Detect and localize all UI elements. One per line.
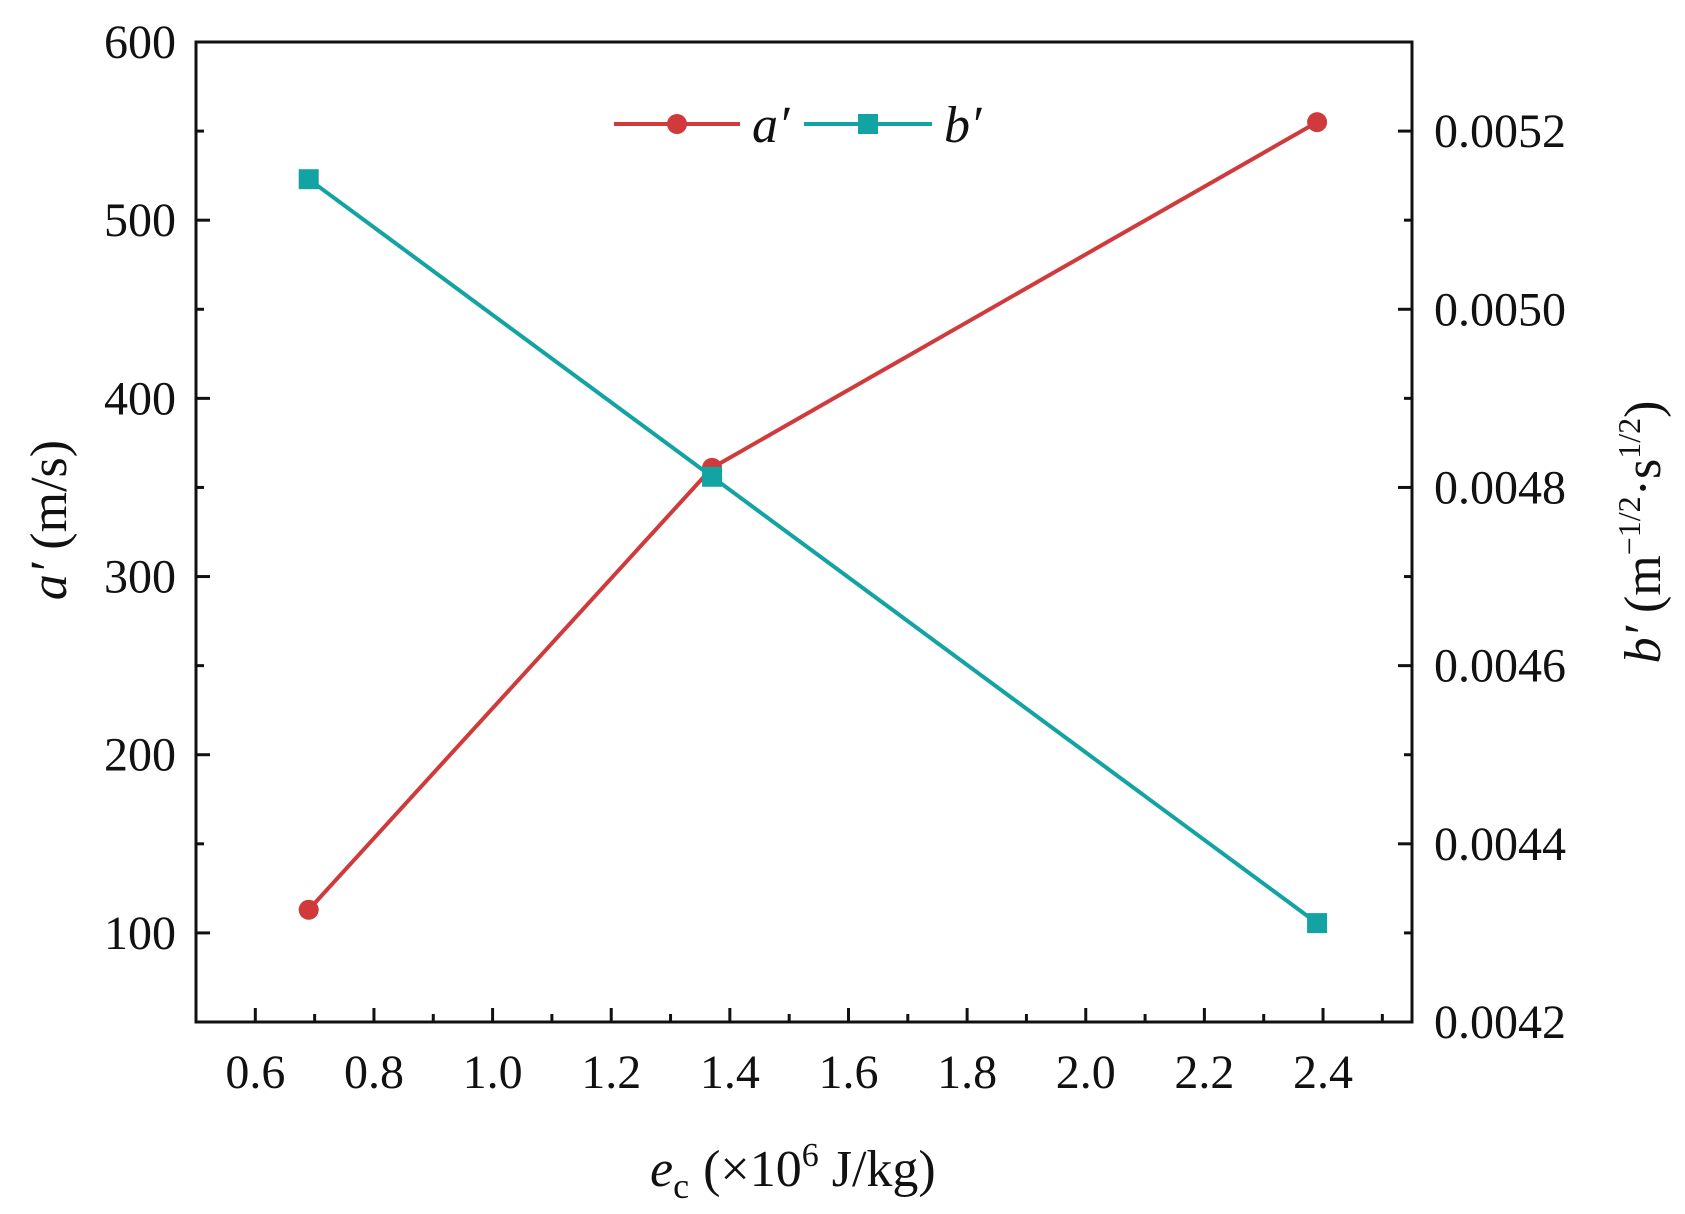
x-tick-label: 2.4 (1293, 1046, 1353, 1099)
point-b-0 (298, 169, 319, 190)
y-left-var: a′ (21, 561, 78, 600)
x-tick-label: 1.0 (463, 1046, 523, 1099)
x-tick-label: 1.6 (818, 1046, 878, 1099)
legend-b-label: b′ (944, 97, 983, 154)
legend: a′ b′ (614, 97, 983, 154)
legend-b-marker (858, 114, 878, 134)
x-tick-label: 1.8 (937, 1046, 997, 1099)
x-axis-var: e (650, 1141, 673, 1198)
x-tick-labels: 0.6 0.8 1.0 1.2 1.4 1.6 1.8 2.0 2.2 2.4 (225, 1046, 1353, 1099)
y-right-unit-open: (m (1615, 555, 1672, 626)
point-a-0 (298, 899, 319, 920)
y-right-sup2: 1/2 (1611, 418, 1647, 459)
y-right-tick-label: 0.0044 (1434, 818, 1566, 871)
series-line-b (307, 177, 1319, 925)
legend-a-label: a′ (752, 97, 791, 154)
x-tick-label: 1.2 (581, 1046, 641, 1099)
y-right-unit-close: ) (1615, 401, 1672, 418)
series-layer (298, 112, 1328, 934)
y-right-tick-label: 0.0050 (1434, 283, 1566, 336)
x-tick-label: 0.8 (344, 1046, 404, 1099)
y-right-tick-label: 0.0052 (1434, 105, 1566, 158)
y-right-var: b′ (1615, 624, 1672, 663)
point-b-2 (1307, 913, 1328, 934)
y-right-mid: ·s (1615, 459, 1672, 497)
legend-a-marker (667, 114, 687, 134)
x-axis-pre: (×10 (703, 1141, 802, 1198)
y-right-axis-title: b′ (m−1/2·s1/2) (1611, 401, 1672, 664)
x-axis-sub: c (673, 1166, 689, 1206)
y-left-tick-label: 200 (104, 729, 176, 782)
point-a-2 (1307, 112, 1328, 133)
y-left-tick-label: 100 (104, 907, 176, 960)
x-tick-label: 2.0 (1056, 1046, 1116, 1099)
y-left-tick-label: 600 (104, 16, 176, 69)
y-right-tick-labels: 0.0042 0.0044 0.0046 0.0048 0.0050 0.0052 (1434, 105, 1566, 1049)
y-left-unit: (m/s) (21, 440, 78, 563)
y-right-tick-label: 0.0046 (1434, 640, 1566, 693)
x-axis-post: J/kg) (819, 1141, 936, 1198)
plot-frame (194, 40, 1414, 1024)
x-tick-label: 2.2 (1174, 1046, 1234, 1099)
x-tick-label: 1.4 (700, 1046, 760, 1099)
y-left-tick-labels: 100 200 300 400 500 600 (104, 16, 176, 960)
y-right-sup1: −1/2 (1611, 496, 1647, 555)
x-axis-sup: 6 (802, 1137, 819, 1174)
point-b-1 (702, 466, 723, 487)
y-left-axis-title: a′ (m/s) (21, 440, 78, 600)
y-left-tick-label: 500 (104, 194, 176, 247)
x-axis-title: ec (×106 J/kg) (650, 1137, 936, 1206)
series-line-a (307, 120, 1319, 912)
y-right-tick-label: 0.0042 (1434, 996, 1566, 1049)
y-left-tick-label: 300 (104, 551, 176, 604)
y-left-tick-label: 400 (104, 372, 176, 425)
x-tick-label: 0.6 (225, 1046, 285, 1099)
ticks (196, 40, 1412, 1024)
y-right-tick-label: 0.0048 (1434, 461, 1566, 514)
